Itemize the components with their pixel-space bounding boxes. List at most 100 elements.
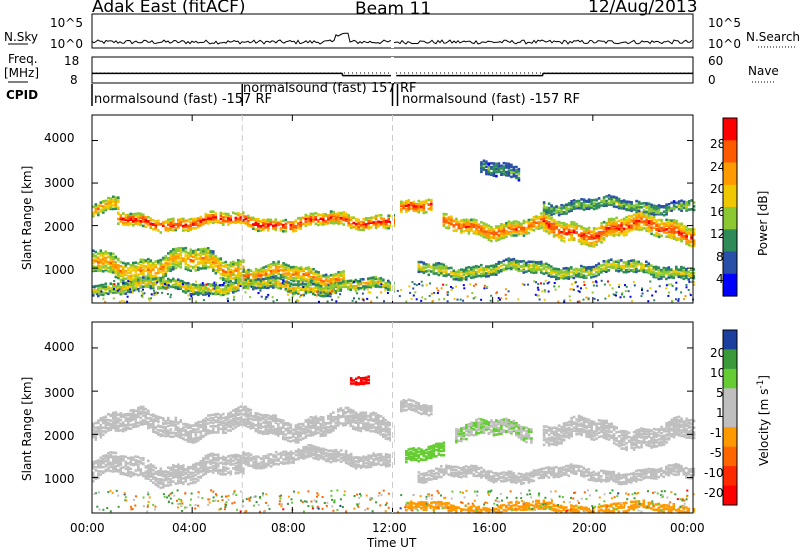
power-speckle xyxy=(150,297,153,300)
power-cell xyxy=(99,204,103,207)
power-cell xyxy=(277,286,280,290)
velocity-cell xyxy=(137,412,140,416)
velocity-cell xyxy=(159,425,163,428)
power-cell xyxy=(342,280,345,283)
power-speckle xyxy=(329,292,332,295)
power-cell xyxy=(497,164,501,168)
power-cell xyxy=(384,281,388,285)
power-cell xyxy=(685,242,688,245)
power-speckle xyxy=(568,295,571,298)
power-cell xyxy=(420,202,423,206)
velocity-cell xyxy=(164,419,168,423)
power-cell xyxy=(374,226,378,230)
velocity-cell xyxy=(222,412,225,416)
power-cell xyxy=(567,275,571,279)
power-speckle xyxy=(543,298,546,301)
power-cell xyxy=(672,237,676,240)
power-cell xyxy=(114,275,118,279)
power-cell xyxy=(555,211,558,214)
velocity-cell xyxy=(159,429,163,432)
power-cell xyxy=(112,263,115,267)
power-cell xyxy=(552,231,556,234)
power-cell xyxy=(495,266,498,269)
power-cell xyxy=(159,263,163,266)
power-speckle xyxy=(563,299,566,301)
power-cell xyxy=(227,287,230,290)
power-cell xyxy=(304,278,308,281)
power-cell xyxy=(670,219,673,222)
power-cell xyxy=(317,219,320,222)
power-speckle xyxy=(195,300,198,303)
velocity-cell xyxy=(304,430,308,434)
power-cell xyxy=(367,227,370,230)
power-cell xyxy=(615,269,618,272)
power-cell xyxy=(184,250,188,253)
power-cell xyxy=(562,236,566,240)
power-cell xyxy=(680,202,683,206)
power-cell xyxy=(500,164,503,168)
power-cell xyxy=(254,267,258,271)
power-cell xyxy=(487,267,491,270)
power-cell xyxy=(540,264,543,268)
power-cell xyxy=(207,217,210,220)
velocity-cell xyxy=(164,427,168,431)
power-speckle xyxy=(266,295,269,298)
power-cell xyxy=(172,262,175,265)
power-cell xyxy=(92,255,95,258)
power-cell xyxy=(620,221,623,225)
power-cell xyxy=(107,202,110,206)
velocity-cell xyxy=(307,428,310,432)
velocity-cell xyxy=(174,424,178,427)
power-cell xyxy=(202,283,205,287)
power-cell xyxy=(427,273,431,277)
power-cell xyxy=(605,221,608,225)
power-cell xyxy=(107,266,110,270)
power-cell xyxy=(442,224,446,228)
velocity-cell xyxy=(244,414,248,418)
power-cell xyxy=(317,271,320,274)
power-cell xyxy=(667,221,671,225)
power-cell xyxy=(194,249,198,252)
power-cell xyxy=(257,220,260,223)
power-speckle xyxy=(272,300,275,303)
power-cell xyxy=(164,264,168,267)
power-cell xyxy=(114,203,118,206)
velocity-cell xyxy=(109,426,113,429)
power-speckle xyxy=(263,283,266,286)
power-cell xyxy=(159,265,163,269)
power-cell xyxy=(329,281,333,285)
power-cell xyxy=(339,289,343,292)
power-cell xyxy=(289,272,293,276)
power-cell xyxy=(485,225,488,229)
power-cell xyxy=(587,229,591,233)
power-cell xyxy=(582,198,586,201)
power-cell xyxy=(147,278,150,282)
power-cell xyxy=(97,256,100,259)
power-cell xyxy=(692,271,696,275)
power-cell xyxy=(470,229,473,232)
power-cell xyxy=(219,214,223,217)
power-cell xyxy=(665,212,668,216)
power-cell xyxy=(289,269,293,272)
power-cell xyxy=(572,231,576,234)
power-cell xyxy=(487,270,491,273)
power-cell xyxy=(632,213,636,216)
power-cell xyxy=(152,268,155,271)
power-cell xyxy=(294,275,298,278)
power-cell xyxy=(272,286,275,289)
velocity-cell xyxy=(247,419,250,422)
power-cell xyxy=(339,216,343,220)
power-cell xyxy=(184,265,188,269)
power-cell xyxy=(177,264,180,268)
power-cell xyxy=(685,230,688,234)
power-cell xyxy=(635,199,638,203)
power-speckle xyxy=(537,288,540,291)
power-cell xyxy=(149,286,153,290)
power-cell xyxy=(194,264,198,267)
power-cell xyxy=(104,202,108,206)
power-cell xyxy=(622,267,626,270)
power-cell xyxy=(237,259,240,262)
power-cell xyxy=(622,227,626,231)
velocity-cell xyxy=(192,441,195,444)
power-cell xyxy=(99,201,103,204)
